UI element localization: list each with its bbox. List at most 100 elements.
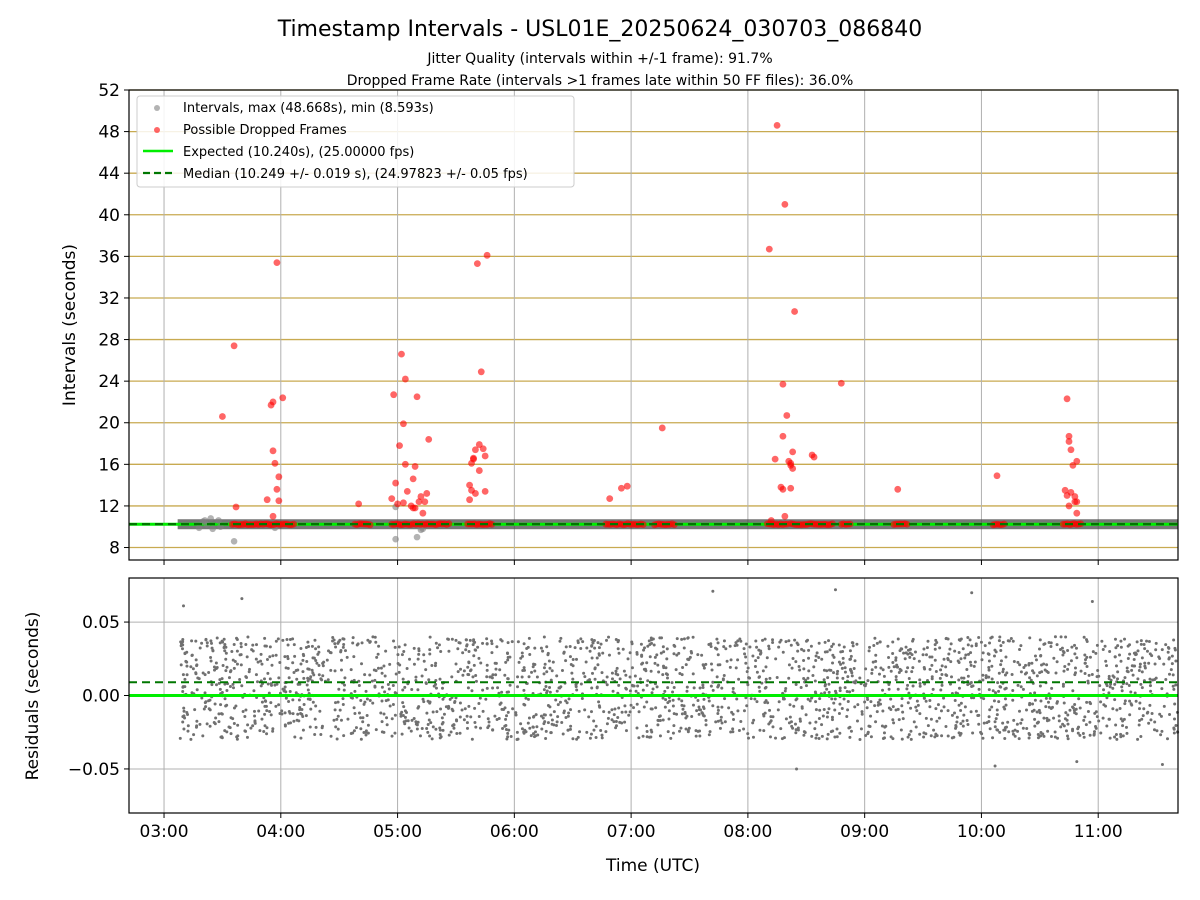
residual-point: [632, 684, 636, 688]
residual-point: [607, 710, 611, 714]
residual-point: [981, 673, 985, 677]
residual-point: [194, 639, 198, 643]
residual-point: [762, 729, 766, 733]
residual-point: [467, 661, 471, 665]
residual-point: [198, 722, 202, 726]
intervals-dropped-point: [617, 484, 625, 492]
residual-point: [987, 659, 991, 663]
residual-point: [599, 728, 603, 732]
residual-point: [244, 729, 248, 733]
residual-point: [590, 638, 594, 642]
residual-point: [236, 723, 240, 727]
residual-point: [1003, 737, 1007, 741]
residual-point: [1056, 736, 1060, 740]
residual-point: [955, 720, 959, 724]
residual-point: [485, 637, 489, 641]
residual-point: [794, 683, 798, 687]
residual-point: [761, 638, 765, 642]
legend-box: [136, 95, 575, 188]
residual-point: [278, 660, 282, 664]
residual-point: [678, 729, 682, 733]
residual-point: [1104, 704, 1108, 708]
residual-point: [709, 662, 713, 666]
residual-point: [252, 689, 256, 693]
residual-point: [645, 729, 649, 733]
residual-point: [376, 666, 380, 670]
residual-point: [1002, 705, 1006, 709]
residual-point: [1059, 725, 1063, 729]
residual-point: [258, 729, 262, 733]
residual-point: [993, 725, 997, 729]
residual-point: [818, 697, 822, 701]
residual-point: [352, 706, 356, 710]
residual-point: [245, 735, 249, 739]
residual-point: [1108, 736, 1112, 740]
residual-point: [981, 736, 985, 740]
residual-point: [887, 656, 891, 660]
residual-point: [346, 717, 350, 721]
residual-point: [256, 680, 260, 684]
residuals-ylabel: Residuals (seconds): [23, 612, 43, 781]
residual-point: [846, 675, 850, 679]
residual-point: [917, 659, 921, 663]
residual-point: [511, 707, 515, 711]
residual-point: [660, 636, 664, 640]
residual-point: [662, 650, 666, 654]
residual-point: [587, 715, 591, 719]
residual-point: [1085, 640, 1089, 644]
intervals-dropped-point: [477, 368, 485, 376]
legend-grey-marker: [154, 105, 160, 111]
residual-point: [564, 645, 568, 649]
residual-point: [577, 709, 581, 713]
residual-point: [412, 662, 416, 666]
residual-point: [999, 659, 1003, 663]
residual-point: [520, 654, 524, 658]
residual-point: [1099, 700, 1103, 704]
residual-point: [605, 683, 609, 687]
residual-point: [455, 732, 459, 736]
residual-point: [670, 681, 674, 685]
residual-point: [472, 639, 476, 643]
intervals-dropped-point: [417, 493, 425, 500]
residual-point: [1076, 731, 1080, 735]
residual-point: [650, 707, 654, 711]
residual-point: [661, 718, 665, 722]
residual-point: [605, 722, 609, 726]
residuals-x-tick-label: 08:00: [723, 822, 772, 842]
residual-point: [1037, 708, 1041, 712]
residual-point: [748, 645, 752, 649]
residual-point: [470, 737, 474, 741]
residual-point: [684, 716, 688, 720]
residual-point: [860, 710, 864, 714]
residual-point: [1076, 727, 1080, 731]
residual-point: [410, 718, 414, 722]
residual-point: [1172, 638, 1176, 642]
residual-point: [794, 728, 798, 732]
residual-point: [558, 700, 562, 704]
residual-point: [745, 704, 749, 708]
residual-point: [428, 648, 432, 652]
residual-point: [1150, 711, 1154, 715]
residual-point: [1050, 686, 1054, 690]
residual-point: [546, 651, 550, 655]
residual-point: [869, 700, 873, 704]
residual-point: [864, 733, 868, 737]
residual-point: [997, 689, 1001, 693]
intervals-dropped-point: [415, 498, 423, 506]
residual-point: [463, 707, 467, 711]
residual-point: [532, 662, 536, 666]
residual-point: [520, 675, 524, 679]
residual-point: [214, 661, 218, 665]
residual-point: [1035, 710, 1039, 714]
residual-point: [522, 642, 526, 646]
residual-point: [245, 655, 249, 659]
residual-point: [696, 698, 700, 702]
residual-point: [682, 637, 686, 641]
residual-point: [1160, 729, 1164, 733]
intervals-dropped-point: [781, 200, 789, 208]
residual-point: [1114, 723, 1118, 727]
residual-point: [868, 645, 872, 649]
residual-point: [1049, 644, 1053, 648]
residual-point: [440, 716, 444, 720]
